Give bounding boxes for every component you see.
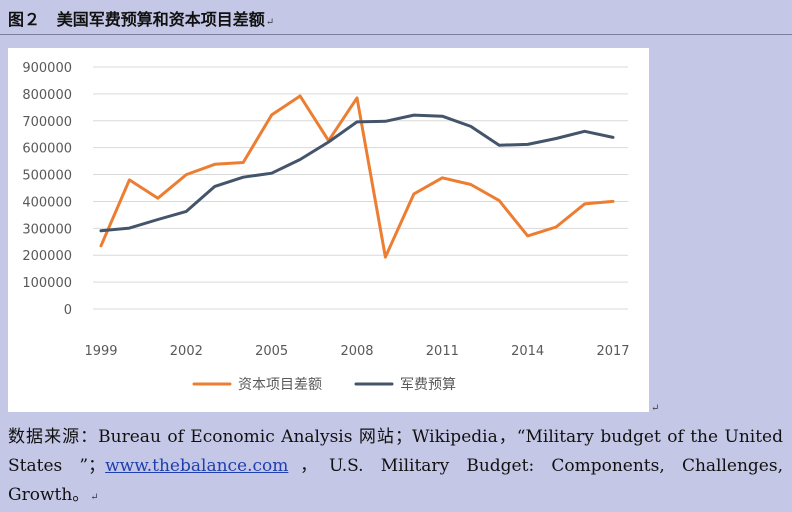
chart-image[interactable]: 900000 800000 700000 600000 500000 400000 3000… (8, 48, 649, 412)
x-tick-label: 2005 (255, 344, 288, 359)
paragraph-mark-icon: ↵ (265, 17, 275, 28)
x-tick-label: 1999 (84, 344, 117, 359)
figure-caption: 图２ 美国军费预算和资本项目差额↵ (8, 6, 274, 30)
y-tick-label: 400000 (22, 195, 72, 210)
x-tick-label: 2014 (511, 344, 544, 359)
source-text-tail: ，U.S. Military Budget: Components, Chall… (8, 456, 783, 505)
x-tick-label: 2011 (426, 344, 459, 359)
x-tick-label: 2017 (596, 344, 629, 359)
y-tick-label: 600000 (22, 142, 72, 157)
y-tick-label: 700000 (22, 115, 72, 130)
figure-caption-bar: 图２ 美国军费预算和资本项目差额↵ (0, 0, 792, 35)
legend-label: 资本项目差额 (238, 377, 322, 393)
paragraph-mark-icon: ↵ (90, 492, 99, 503)
series-line-1 (99, 94, 615, 259)
source-text: 数据来源：Bureau of Economic Analysis 网站；Wiki… (8, 427, 783, 476)
x-tick-label: 2002 (170, 344, 203, 359)
legend-label: 军费预算 (400, 377, 456, 393)
y-tick-label: 300000 (22, 222, 72, 237)
y-tick-label: 0 (64, 303, 72, 318)
figure-title: 美国军费预算和资本项目差额 (56, 10, 265, 29)
x-tick-label: 2008 (340, 344, 373, 359)
figure-number: 图２ (8, 10, 41, 29)
y-tick-label: 100000 (22, 276, 72, 291)
line-chart: 900000 800000 700000 600000 500000 400000 3000… (22, 61, 629, 393)
source-note: 数据来源：Bureau of Economic Analysis 网站；Wiki… (8, 423, 783, 512)
y-tick-label: 900000 (22, 61, 72, 76)
paragraph-mark-icon: ↵ (651, 403, 660, 414)
source-link[interactable]: www.thebalance.com (105, 456, 289, 476)
series-line-2 (99, 113, 615, 233)
y-tick-label: 500000 (22, 169, 72, 184)
y-tick-label: 800000 (22, 88, 72, 103)
y-tick-label: 200000 (22, 249, 72, 264)
